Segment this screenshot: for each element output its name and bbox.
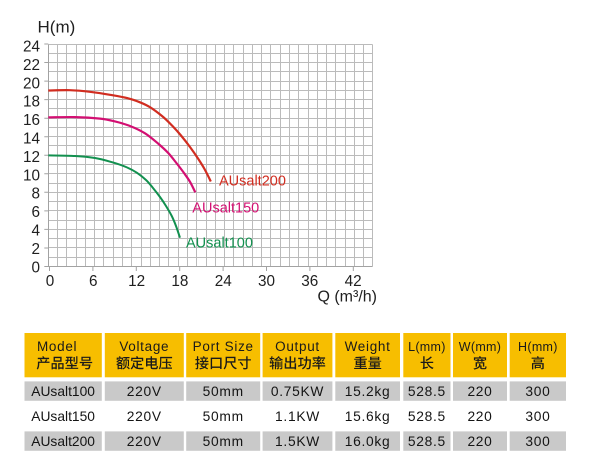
- svg-text:AUsalt100: AUsalt100: [31, 384, 95, 399]
- svg-text:16.0kg: 16.0kg: [345, 434, 391, 449]
- svg-text:H(mm): H(mm): [518, 340, 558, 354]
- svg-text:12: 12: [23, 149, 40, 166]
- svg-text:2: 2: [31, 241, 40, 258]
- svg-text:1.5KW: 1.5KW: [275, 434, 320, 449]
- svg-text:10: 10: [23, 167, 40, 184]
- svg-text:AUsalt100: AUsalt100: [186, 236, 253, 252]
- svg-text:14: 14: [23, 131, 41, 148]
- svg-text:8: 8: [31, 186, 40, 203]
- svg-text:528.5: 528.5: [408, 409, 446, 424]
- svg-text:220V: 220V: [127, 434, 162, 449]
- svg-text:H(m): H(m): [38, 18, 76, 37]
- svg-text:0: 0: [46, 273, 55, 290]
- svg-text:50mm: 50mm: [203, 384, 244, 399]
- svg-text:18: 18: [171, 273, 188, 290]
- svg-text:42: 42: [345, 273, 362, 290]
- svg-text:Q (m³/h): Q (m³/h): [317, 289, 377, 306]
- svg-text:AUsalt200: AUsalt200: [31, 434, 95, 449]
- svg-text:220V: 220V: [127, 409, 162, 424]
- svg-text:220: 220: [467, 384, 492, 399]
- svg-text:22: 22: [23, 57, 40, 74]
- svg-text:220: 220: [467, 434, 492, 449]
- svg-text:528.5: 528.5: [408, 434, 446, 449]
- svg-text:30: 30: [258, 273, 275, 290]
- svg-text:Port Size: Port Size: [193, 339, 254, 354]
- svg-text:300: 300: [525, 409, 550, 424]
- svg-text:15.2kg: 15.2kg: [345, 384, 391, 399]
- svg-text:0: 0: [31, 259, 40, 276]
- svg-text:Output: Output: [275, 339, 320, 354]
- svg-text:12: 12: [128, 273, 145, 290]
- svg-text:220: 220: [467, 409, 492, 424]
- svg-text:36: 36: [301, 273, 318, 290]
- svg-text:16: 16: [23, 112, 40, 129]
- svg-text:24: 24: [23, 39, 41, 56]
- svg-text:L(mm): L(mm): [408, 340, 446, 354]
- svg-text:6: 6: [31, 204, 40, 221]
- svg-text:AUsalt200: AUsalt200: [219, 173, 286, 189]
- svg-text:W(mm): W(mm): [459, 340, 501, 354]
- svg-text:24: 24: [215, 273, 233, 290]
- svg-text:18: 18: [23, 94, 40, 111]
- svg-text:50mm: 50mm: [203, 434, 244, 449]
- svg-text:0.75KW: 0.75KW: [271, 384, 324, 399]
- svg-text:300: 300: [525, 434, 550, 449]
- svg-text:300: 300: [525, 384, 550, 399]
- svg-text:50mm: 50mm: [203, 409, 244, 424]
- svg-text:220V: 220V: [127, 384, 162, 399]
- svg-text:1.1KW: 1.1KW: [275, 409, 320, 424]
- svg-text:15.6kg: 15.6kg: [345, 409, 391, 424]
- svg-text:AUsalt150: AUsalt150: [192, 200, 259, 216]
- svg-text:528.5: 528.5: [408, 384, 446, 399]
- svg-text:Voltage: Voltage: [119, 339, 169, 354]
- svg-text:6: 6: [89, 273, 98, 290]
- svg-text:20: 20: [23, 75, 40, 92]
- svg-text:Model: Model: [37, 339, 77, 354]
- svg-text:Weight: Weight: [345, 339, 391, 354]
- svg-text:4: 4: [31, 223, 40, 240]
- svg-text:AUsalt150: AUsalt150: [31, 409, 95, 424]
